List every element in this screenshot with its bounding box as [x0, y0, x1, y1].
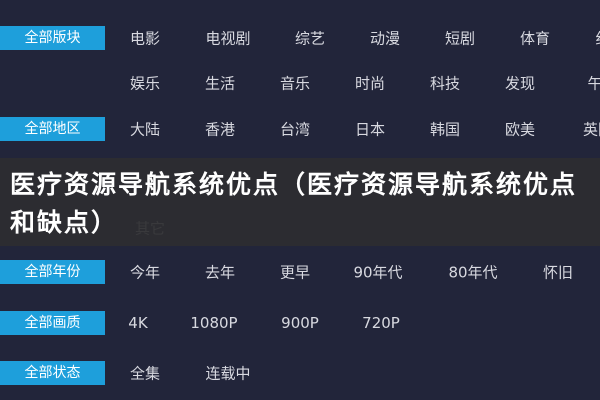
filter-option[interactable]: 80年代	[448, 263, 498, 282]
filter-label[interactable]: 全部状态	[0, 361, 105, 385]
banner-title: 医疗资源导航系统优点（医疗资源导航系统优点和缺点）	[10, 170, 578, 237]
filter-option[interactable]: 720P	[362, 314, 400, 332]
filter-option[interactable]: 90年代	[353, 263, 403, 282]
filter-option[interactable]: 去年	[204, 263, 236, 282]
filter-option[interactable]: 体育	[519, 29, 551, 48]
filter-option[interactable]: 英国	[582, 120, 600, 139]
filter-option[interactable]: 日本	[354, 120, 386, 139]
filter-option[interactable]: 1080P	[190, 314, 238, 332]
filter-option[interactable]: 生活	[204, 74, 236, 93]
filter-option[interactable]: 连载中	[205, 364, 251, 383]
filter-option[interactable]: 香港	[204, 120, 236, 139]
filter-option[interactable]: 欧美	[504, 120, 536, 139]
filter-option[interactable]: 时尚	[354, 74, 386, 93]
filter-option[interactable]: 动漫	[369, 29, 401, 48]
filter-option[interactable]: 纪	[595, 28, 600, 49]
filter-option[interactable]: 韩国	[429, 120, 461, 139]
filter-label[interactable]: 全部年份	[0, 260, 105, 284]
filter-option[interactable]: 大陆	[129, 120, 161, 139]
filter-option[interactable]: 台湾	[279, 120, 311, 139]
filter-option[interactable]: 午	[587, 74, 600, 93]
filter-option[interactable]: 科技	[429, 74, 461, 93]
filter-label[interactable]: 全部版块	[0, 26, 105, 50]
filter-option[interactable]: 今年	[129, 263, 161, 282]
filter-option[interactable]: 电视剧	[205, 29, 251, 48]
filter-option[interactable]: 发现	[504, 74, 536, 93]
filter-option[interactable]: 全集	[129, 364, 161, 383]
filter-option[interactable]: 电影	[129, 29, 161, 48]
filter-option[interactable]: 综艺	[294, 29, 326, 48]
filter-option[interactable]: 更早	[279, 263, 311, 282]
filter-option[interactable]: 音乐	[279, 74, 311, 93]
filter-option[interactable]: 怀旧	[542, 263, 574, 282]
filter-option[interactable]: 900P	[281, 314, 319, 332]
filter-option[interactable]: 短剧	[444, 29, 476, 48]
filter-option[interactable]: 4K	[128, 314, 148, 332]
filter-option[interactable]: 娱乐	[129, 74, 161, 93]
filter-label[interactable]: 全部地区	[0, 117, 105, 141]
filter-label[interactable]: 全部画质	[0, 311, 105, 335]
title-banner: 医疗资源导航系统优点（医疗资源导航系统优点和缺点）	[0, 158, 600, 246]
